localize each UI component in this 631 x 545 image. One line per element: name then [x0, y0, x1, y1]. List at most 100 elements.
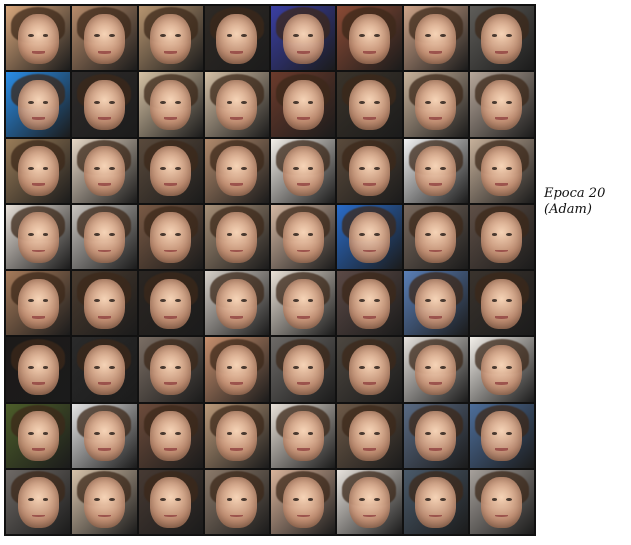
generated-face-tile — [337, 469, 402, 534]
eye-right — [373, 431, 380, 435]
eye-left — [160, 166, 167, 170]
face-shape — [83, 146, 125, 197]
eye-left — [359, 299, 365, 303]
face-shape — [282, 79, 324, 131]
generated-face-tile — [271, 138, 336, 203]
face-shape — [282, 13, 324, 64]
face-shape — [150, 13, 192, 64]
mouth-shape — [296, 382, 310, 385]
eye-right — [175, 233, 181, 237]
mouth-shape — [495, 448, 509, 452]
mouth-shape — [362, 249, 376, 253]
generated-face-tile — [469, 337, 534, 402]
eye-left — [491, 233, 498, 237]
eye-right — [307, 299, 314, 303]
eye-right — [42, 498, 49, 502]
eye-left — [359, 34, 365, 38]
generated-face-tile — [271, 6, 336, 71]
eye-left — [359, 166, 365, 170]
eye-right — [506, 100, 513, 104]
mouth-shape — [230, 50, 244, 54]
generated-face-tile — [6, 337, 71, 402]
eye-left — [27, 299, 34, 303]
mouth-shape — [362, 117, 376, 120]
eye-right — [506, 34, 513, 38]
generated-face-tile — [271, 204, 336, 269]
face-shape — [150, 212, 192, 263]
eye-left — [359, 365, 365, 369]
generated-face-tile — [72, 271, 137, 336]
mouth-shape — [97, 315, 111, 319]
eye-left — [94, 166, 100, 170]
eye-left — [226, 166, 233, 170]
eye-right — [175, 498, 181, 502]
mouth-shape — [230, 448, 244, 452]
face-shape — [150, 79, 192, 131]
eye-right — [108, 299, 115, 303]
generated-face-tile — [469, 403, 534, 468]
face-shape — [282, 477, 324, 528]
generated-face-tile — [138, 403, 203, 468]
generated-face-tile — [469, 469, 534, 534]
eye-left — [491, 365, 498, 369]
eye-right — [506, 166, 513, 170]
mouth-shape — [296, 50, 310, 54]
face-shape — [348, 344, 390, 396]
eye-right — [42, 299, 49, 303]
generated-face-tile — [204, 204, 269, 269]
face-shape — [83, 278, 125, 329]
eye-right — [241, 299, 248, 303]
eye-left — [160, 498, 167, 502]
eye-left — [292, 498, 299, 502]
face-shape — [17, 13, 59, 64]
eye-left — [491, 299, 498, 303]
mouth-shape — [362, 183, 376, 187]
face-shape — [17, 79, 59, 131]
eye-right — [42, 166, 49, 170]
eye-right — [42, 431, 49, 435]
generated-face-tile — [469, 204, 534, 269]
generated-face-tile — [6, 403, 71, 468]
caption-line-optimizer: (Adam) — [544, 202, 592, 217]
eye-right — [506, 431, 513, 435]
face-shape — [481, 477, 523, 528]
face-shape — [348, 79, 390, 131]
eye-right — [506, 365, 513, 369]
generated-face-tile — [72, 72, 137, 137]
eye-left — [359, 431, 365, 435]
generated-face-tile — [72, 403, 137, 468]
generated-face-tile — [138, 337, 203, 402]
face-shape — [348, 278, 390, 329]
mouth-shape — [495, 382, 509, 385]
eye-left — [27, 100, 34, 104]
eye-left — [425, 299, 432, 303]
face-shape — [17, 278, 59, 329]
eye-left — [27, 34, 34, 38]
face-shape — [348, 13, 390, 64]
generated-face-tile — [271, 403, 336, 468]
face-shape — [83, 79, 125, 131]
generated-face-tile — [204, 6, 269, 71]
eye-left — [27, 166, 34, 170]
generated-face-tile — [204, 72, 269, 137]
face-shape — [481, 13, 523, 64]
face-shape — [150, 278, 192, 329]
mouth-shape — [296, 514, 310, 518]
eye-right — [241, 100, 248, 104]
generated-face-tile — [337, 138, 402, 203]
mouth-shape — [362, 382, 376, 385]
face-shape — [282, 411, 324, 462]
face-shape — [17, 146, 59, 197]
generated-face-tile — [72, 469, 137, 534]
face-shape — [282, 344, 324, 396]
generated-face-tile — [337, 337, 402, 402]
mouth-shape — [164, 117, 178, 120]
mouth-shape — [230, 117, 244, 120]
eye-left — [425, 233, 432, 237]
generated-face-tile — [469, 138, 534, 203]
eye-left — [94, 233, 100, 237]
eye-right — [440, 498, 446, 502]
mouth-shape — [495, 315, 509, 319]
generated-face-tile — [337, 6, 402, 71]
face-shape — [216, 477, 258, 528]
